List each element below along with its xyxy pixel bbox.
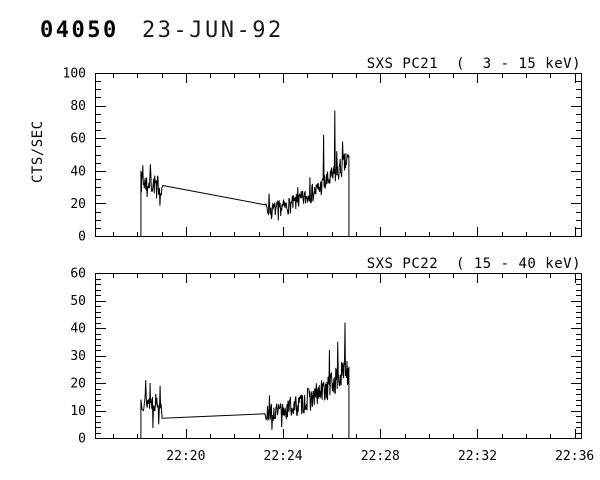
x-tick-label: 22:20 [166, 449, 205, 464]
x-tick-label: 22:36 [555, 449, 594, 464]
x-tick-label: 22:32 [458, 449, 497, 464]
y-tick-label: 0 [78, 230, 86, 245]
y-tick-label: 60 [70, 267, 86, 282]
y-tick-label: 10 [70, 404, 86, 419]
plot-title-pc22: SXS PC22 ( 15 - 40 keV) [366, 256, 581, 272]
y-tick-label: 60 [70, 132, 86, 147]
plot-frame [95, 273, 582, 439]
x-tick-label: 22:24 [264, 449, 303, 464]
observation-date: 23-JUN-92 [142, 18, 284, 43]
lightcurve-path [140, 322, 350, 438]
axis-ticks [96, 273, 581, 439]
page-title: 04050 [40, 18, 119, 43]
y-tick-label: 80 [70, 99, 86, 114]
lightcurve-path [140, 110, 350, 236]
axis-ticks [96, 73, 581, 237]
y-tick-label: 20 [70, 377, 86, 392]
x-tick-label: 22:28 [361, 449, 400, 464]
plot-title-pc21: SXS PC21 ( 3 - 15 keV) [366, 56, 581, 72]
y-tick-label: 100 [63, 67, 86, 82]
y-tick-label: 40 [70, 164, 86, 179]
y-tick-label: 50 [70, 294, 86, 309]
y-tick-label: 30 [70, 349, 86, 364]
y-tick-label: 40 [70, 322, 86, 337]
y-tick-label: 20 [70, 197, 86, 212]
plot-frame [95, 73, 582, 237]
y-tick-label: 0 [78, 432, 86, 447]
